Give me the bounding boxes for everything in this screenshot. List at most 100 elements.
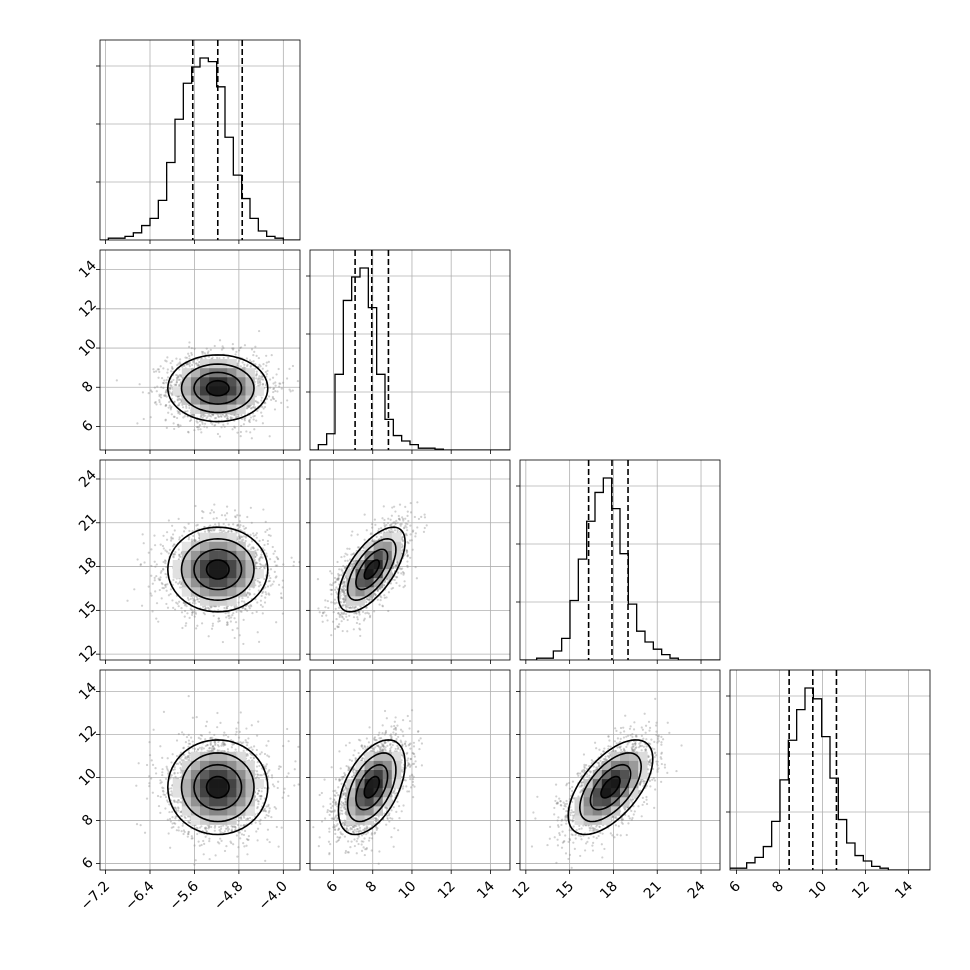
scatter-point <box>198 419 202 423</box>
scatter-point <box>242 816 246 819</box>
scatter-point <box>213 503 216 506</box>
scatter-point <box>269 534 272 537</box>
scatter-point <box>276 564 279 567</box>
density-cell <box>373 569 384 579</box>
scatter-point <box>406 529 409 532</box>
scatter-point <box>252 756 255 759</box>
scatter-point <box>263 543 266 547</box>
scatter-point <box>264 859 267 862</box>
scatter-point <box>268 435 271 438</box>
scatter-point <box>177 582 180 585</box>
scatter-point <box>230 529 233 533</box>
scatter-point <box>396 521 399 524</box>
scatter-point <box>350 562 353 566</box>
scatter-point <box>234 414 237 417</box>
scatter-point <box>280 387 283 390</box>
scatter-point <box>258 559 261 562</box>
scatter-point <box>242 535 246 538</box>
scatter-point <box>172 555 175 558</box>
scatter-point <box>260 790 263 793</box>
scatter-point <box>374 593 377 596</box>
density-cell <box>391 541 402 552</box>
scatter-point <box>219 827 223 830</box>
scatter-point <box>174 384 178 387</box>
scatter-point <box>173 415 176 419</box>
scatter-point <box>169 592 172 596</box>
scatter-point <box>249 431 252 434</box>
scatter-point <box>166 606 170 609</box>
scatter-point <box>280 596 283 599</box>
scatter-point <box>215 416 218 420</box>
scatter-point <box>226 417 229 420</box>
scatter-point <box>176 364 179 367</box>
density-cell <box>200 587 210 597</box>
scatter-point <box>396 559 399 563</box>
scatter-point <box>178 373 182 377</box>
scatter-point <box>374 594 377 597</box>
scatter-point <box>165 538 169 541</box>
scatter-point <box>169 387 172 390</box>
scatter-point <box>162 568 165 571</box>
plot-area <box>100 250 300 450</box>
scatter-point <box>222 356 225 360</box>
scatter-point <box>160 597 163 600</box>
scatter-point <box>260 594 263 597</box>
scatter-point <box>246 592 249 595</box>
scatter-point <box>226 417 229 420</box>
scatter-point <box>258 794 261 798</box>
scatter-point <box>396 529 399 532</box>
scatter-point <box>240 424 243 428</box>
scatter-point <box>375 535 378 538</box>
scatter-point <box>211 356 214 359</box>
scatter-point <box>225 413 228 417</box>
scatter-point <box>256 380 259 383</box>
scatter-point <box>406 565 409 569</box>
scatter-point <box>196 425 199 429</box>
scatter-point <box>267 592 270 595</box>
scatter-point <box>280 401 283 404</box>
scatter-point <box>239 711 242 714</box>
scatter-point <box>233 509 237 512</box>
scatter-point <box>241 597 244 600</box>
scatter-point <box>255 553 258 556</box>
scatter-point <box>254 374 258 377</box>
scatter-point <box>387 591 391 594</box>
scatter-point <box>376 598 379 601</box>
scatter-point <box>179 424 182 427</box>
scatter-point <box>383 594 386 597</box>
scatter-point <box>336 625 339 628</box>
scatter-point <box>158 578 161 582</box>
scatter-point <box>268 807 271 810</box>
scatter-point <box>239 346 242 350</box>
scatter-point <box>341 588 344 591</box>
scatter-point <box>139 563 142 567</box>
scatter-point <box>268 840 271 844</box>
scatter-point <box>359 634 362 638</box>
scatter-point <box>254 345 257 348</box>
scatter-point <box>349 606 352 609</box>
density-cell <box>181 569 192 579</box>
scatter-point <box>153 579 156 582</box>
scatter-point <box>274 389 277 393</box>
scatter-point <box>268 378 272 381</box>
scatter-point <box>352 628 355 631</box>
scatter-point <box>259 818 262 821</box>
scatter-point <box>208 414 211 417</box>
scatter-point <box>401 540 405 543</box>
scatter-point <box>161 381 165 385</box>
density-cell <box>373 578 384 588</box>
scatter-point <box>245 357 249 360</box>
scatter-point <box>227 356 230 360</box>
scatter-point <box>177 375 180 378</box>
scatter-point <box>219 415 223 418</box>
scatter-point <box>221 741 224 744</box>
scatter-point <box>261 556 264 559</box>
scatter-point <box>343 599 346 602</box>
scatter-point <box>213 529 216 532</box>
scatter-point <box>193 747 197 751</box>
scatter-point <box>350 553 353 556</box>
contour-line <box>193 548 243 591</box>
scatter-point <box>188 419 192 423</box>
scatter-point <box>277 845 280 848</box>
scatter-point <box>185 735 189 739</box>
